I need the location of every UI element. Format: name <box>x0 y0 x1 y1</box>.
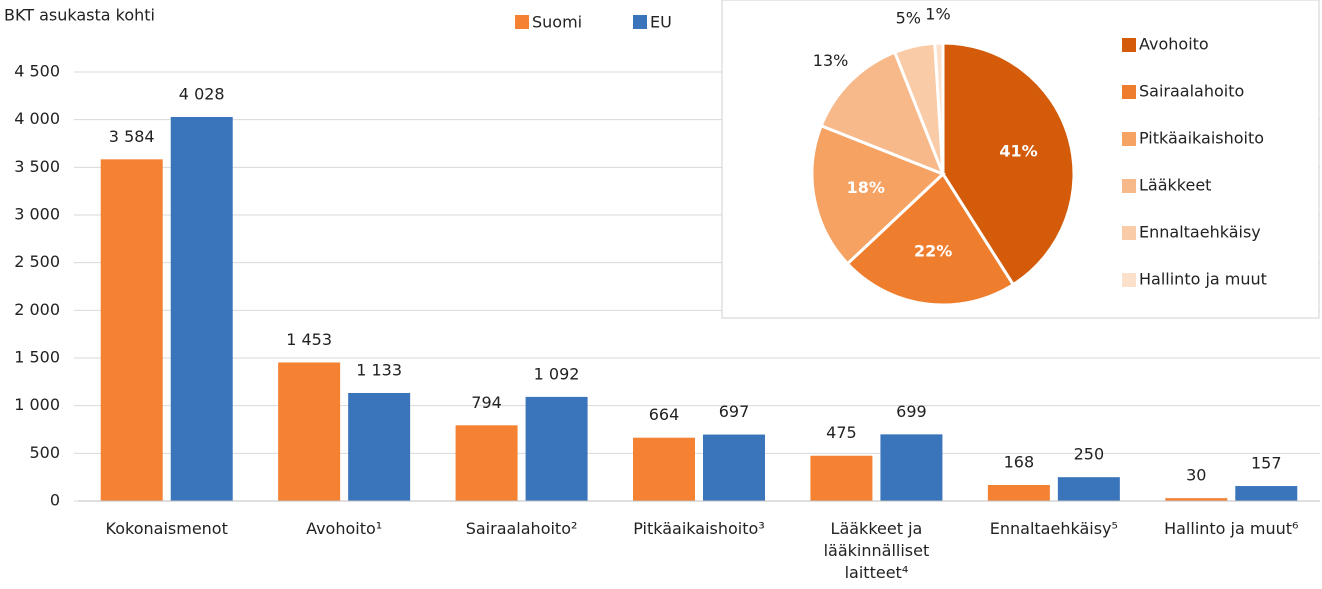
bar <box>100 159 163 502</box>
y-tick-label: 0 <box>50 491 60 510</box>
slice-label: 22% <box>914 241 952 260</box>
value-label: 697 <box>719 402 750 421</box>
bar <box>1235 486 1298 501</box>
bar <box>278 362 341 501</box>
value-label: 157 <box>1251 454 1282 473</box>
legend-label: Ennaltaehkäisy <box>1139 223 1261 242</box>
value-label: 3 584 <box>109 127 155 146</box>
legend-label: EU <box>650 13 672 32</box>
value-label: 1 133 <box>356 360 402 379</box>
y-tick-label: 500 <box>29 443 60 462</box>
legend-label: Avohoito <box>1139 35 1209 54</box>
bar <box>170 116 233 502</box>
y-tick-label: 1 000 <box>14 395 60 414</box>
legend-swatch <box>1122 38 1136 52</box>
bar <box>987 484 1050 501</box>
y-axis-label: BKT asukasta kohti <box>4 6 155 25</box>
value-label: 30 <box>1186 466 1206 485</box>
x-tick-label: Ennaltaehkäisy⁵ <box>989 519 1118 538</box>
y-tick-label: 1 500 <box>14 348 60 367</box>
slice-label: 13% <box>813 51 849 70</box>
y-tick-label: 2 500 <box>14 252 60 271</box>
x-tick-label: Sairaalahoito² <box>465 519 578 538</box>
bar <box>810 455 873 501</box>
y-tick-label: 2 000 <box>14 300 60 319</box>
bar <box>1165 498 1228 501</box>
y-tick-label: 4 500 <box>14 62 60 81</box>
x-tick-label: Pitkäaikaishoito³ <box>633 519 765 538</box>
value-label: 475 <box>826 423 857 442</box>
legend-swatch <box>1122 132 1136 146</box>
legend-label: Pitkäaikaishoito <box>1139 129 1264 148</box>
value-label: 1 092 <box>534 364 580 383</box>
bar <box>348 392 411 501</box>
y-tick-label: 3 500 <box>14 157 60 176</box>
legend-label: Suomi <box>532 13 582 32</box>
pie-slice <box>819 50 946 177</box>
y-tick-label: 3 000 <box>14 205 60 224</box>
value-label: 699 <box>896 402 927 421</box>
pie-slice <box>933 41 945 175</box>
legend-label: Sairaalahoito <box>1139 82 1244 101</box>
x-tick-label: Avohoito¹ <box>306 519 383 538</box>
slice-label: 41% <box>999 142 1037 161</box>
legend-swatch <box>1122 273 1136 287</box>
value-label: 794 <box>471 393 502 412</box>
legend-swatch <box>1122 179 1136 193</box>
bar <box>525 396 588 501</box>
x-tick-label: Hallinto ja muut⁶ <box>1164 519 1299 538</box>
value-label: 168 <box>1004 452 1035 471</box>
legend-swatch <box>1122 85 1136 99</box>
bar <box>1057 477 1120 501</box>
slice-label: 18% <box>847 178 885 197</box>
slice-label: 1% <box>925 5 950 24</box>
pie-slice <box>845 171 1016 307</box>
bar <box>880 434 943 501</box>
legend-label: Hallinto ja muut <box>1139 270 1267 289</box>
value-label: 4 028 <box>179 84 225 103</box>
bar <box>703 434 765 501</box>
x-tick-label: Lääkkeet ja lääkinnälliset laitteet⁴ <box>823 519 930 582</box>
legend-swatch <box>1122 226 1136 240</box>
value-label: 664 <box>649 405 680 424</box>
x-tick-label: Kokonaismenot <box>105 519 228 538</box>
slice-label: 5% <box>896 8 921 27</box>
y-tick-label: 4 000 <box>14 109 60 128</box>
legend-label: Lääkkeet <box>1139 176 1211 195</box>
legend-swatch <box>633 15 647 29</box>
value-label: 250 <box>1074 445 1105 464</box>
value-label: 1 453 <box>286 330 332 349</box>
bar <box>455 425 518 501</box>
pie-slice <box>810 123 946 266</box>
bar <box>633 437 695 501</box>
legend-swatch <box>515 15 529 29</box>
